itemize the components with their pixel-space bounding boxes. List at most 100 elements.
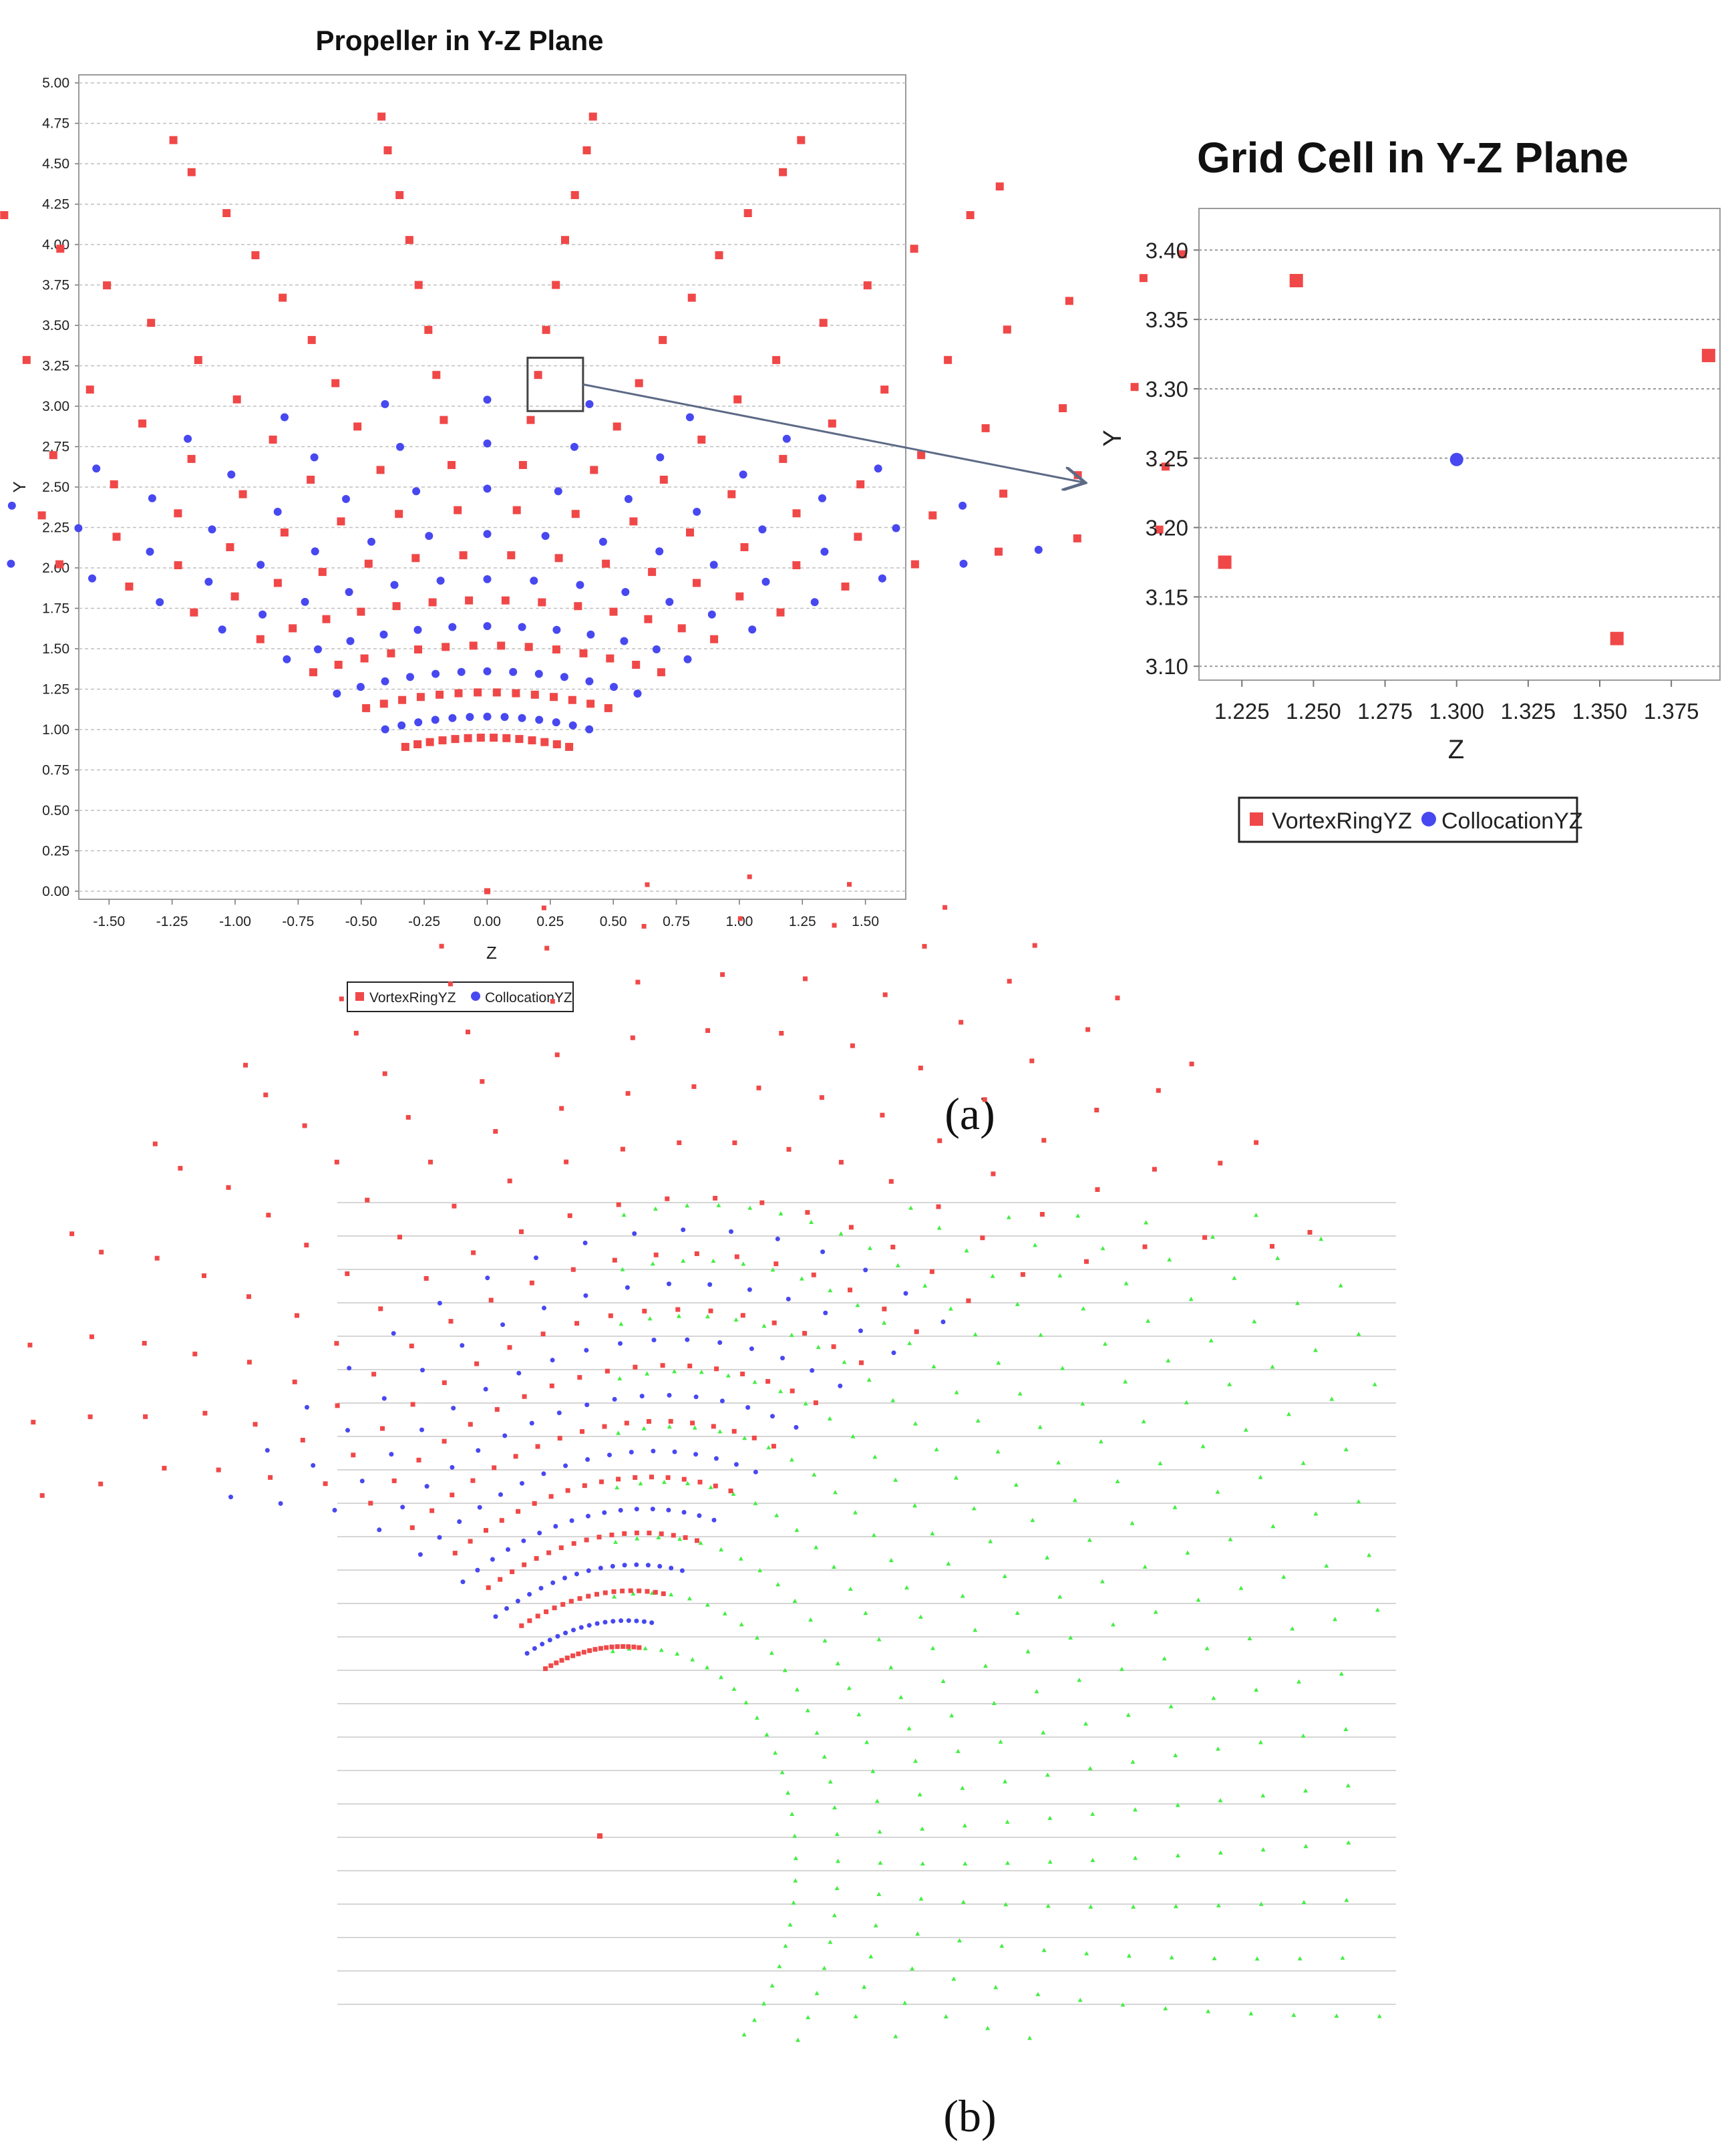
vortex-ring-point [357,607,365,616]
wake-point [912,1503,917,1508]
wake-point [793,1878,798,1883]
wake-view-vortex-point [522,1394,527,1399]
wake-view-vortex-point [665,1196,670,1201]
wake-point [1313,1511,1319,1516]
wake-point [1034,1689,1039,1694]
wake-point [789,1332,794,1338]
wake-point [870,1768,876,1773]
wake-view-vortex-point [771,1320,777,1326]
wake-point [834,1885,840,1890]
vortex-ring-point [428,598,437,607]
wake-view-vortex-point [626,1644,631,1650]
wake-view-collocation-point [693,1394,699,1400]
vortex-ring-point [740,543,749,551]
vortex-ring-point [112,532,121,541]
wake-point [874,1799,880,1803]
main-x-tick-label: 0.00 [474,914,501,929]
collocation-point [782,434,791,443]
vortex-ring-point [659,476,668,484]
vortex-ring-point [644,615,653,623]
wake-view-collocation-point [477,1505,482,1510]
vortex-ring-point [538,598,546,607]
wake-view-vortex-point [202,1273,206,1278]
collocation-point [218,625,226,634]
wake-point [705,1314,710,1319]
wake-point [1057,1594,1063,1599]
wake-view-vortex-point [559,1658,564,1663]
wake-view-vortex-point [466,1030,470,1035]
vortex-ring-point [999,489,1008,498]
wake-view-vortex-point [671,1533,676,1538]
inset-legend-collocation-marker [1421,812,1436,826]
wake-point [739,1622,744,1627]
vortex-ring-point [1155,525,1164,534]
wake-view-vortex-point [914,1329,919,1334]
wake-view-vortex-point [292,1379,297,1384]
wake-view-collocation-point [569,1518,574,1523]
wake-view-vortex-point [690,1420,695,1426]
wake-view-vortex-point [616,1202,621,1207]
wake-view-vortex-point [567,1213,572,1219]
wake-view-vortex-point [88,1414,93,1420]
inset-legend: VortexRingYZ CollocationYZ [1238,796,1583,843]
inset-y-tick-label: 3.20 [1146,516,1188,541]
vortex-ring-point [554,554,563,563]
vortex-ring-point [454,506,462,514]
wake-view-collocation-point [498,1492,503,1497]
main-y-tick-label: 4.25 [42,197,69,212]
collocation-point [448,623,457,631]
wake-view-collocation-point [574,1571,579,1577]
vortex-ring-point [103,281,112,290]
wake-view-vortex-point [665,1475,671,1481]
collocation-point [656,453,665,462]
vortex-ring-point [910,245,918,253]
collocation-point [381,725,389,734]
wake-view-vortex-point [584,1537,589,1543]
wake-point [838,1231,844,1236]
vortex-ring-point [401,742,409,751]
wake-view-vortex-point [620,1146,625,1152]
wake-point [1035,1992,1041,1996]
vortex-ring-point [448,461,456,469]
wake-point [814,1545,819,1549]
collocation-point [685,413,694,422]
wake-view-collocation-point [749,1346,754,1352]
wake-view-vortex-point [468,1422,473,1427]
wake-point [983,1663,988,1668]
wake-view-vortex-point [695,1538,699,1543]
vortex-ring-point [648,568,657,577]
wake-view-collocation-point [563,1463,568,1469]
wake-view-vortex-point [594,1591,599,1597]
wake-view-collocation-point [391,1331,396,1336]
main-y-tick-label: 2.50 [42,480,69,495]
wake-view-collocation-point [305,1404,309,1410]
wake-view-vortex-point [142,1341,147,1346]
inset-x-tick-label: 1.225 [1214,699,1270,724]
wake-view-collocation-point [420,1368,425,1373]
wake-view-vortex-point [410,1402,415,1407]
wake-point [848,1586,853,1591]
wake-view-vortex-point [740,1313,745,1318]
wake-view-vortex-point [1029,1058,1035,1064]
wake-point [1212,1956,1217,1960]
wake-view-vortex-point [143,1414,148,1419]
vortex-ring-point [779,168,788,176]
inset-x-tick-label: 1.375 [1644,699,1699,724]
wake-point [1252,1319,1257,1324]
wake-view-vortex-point [624,1420,629,1426]
wake-view-vortex-point [683,1535,688,1540]
wake-view-vortex-point [765,1379,771,1384]
wake-point [1377,2014,1382,2018]
inset-plot-area [1198,208,1721,681]
wake-point [770,1267,775,1272]
vortex-ring-point [476,734,485,742]
wake-view-vortex-point [391,1478,397,1483]
wake-point [873,1923,878,1928]
vortex-ring-point [269,436,277,444]
collocation-point [396,442,404,451]
collocation-point [381,677,389,685]
wake-point [641,1426,647,1430]
wake-view-vortex-point [929,1269,934,1274]
wake-view-vortex-point [708,1308,713,1314]
wake-view-vortex-point [541,905,546,911]
